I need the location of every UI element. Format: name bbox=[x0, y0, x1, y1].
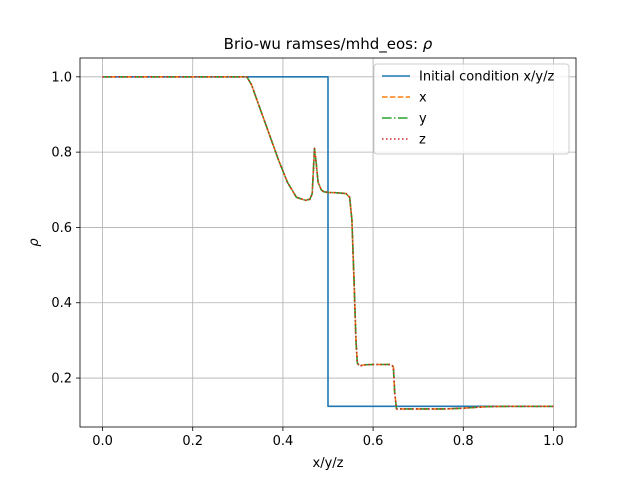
y-axis-label: ρ bbox=[27, 238, 42, 247]
x-tick-label: 0.0 bbox=[92, 434, 113, 449]
y-tick-label: 0.4 bbox=[51, 296, 72, 311]
axis-ticks: 0.0 0.2 0.4 0.6 0.8 1.0 0.2 0.4 0.6 0.8 1.0 bbox=[51, 70, 563, 449]
legend-box bbox=[373, 63, 570, 155]
plot-frame bbox=[79, 57, 577, 428]
x-axis-label: x/y/z bbox=[313, 456, 344, 471]
series-line-z bbox=[102, 76, 554, 410]
legend-label: z bbox=[419, 133, 426, 148]
x-tick-label: 0.8 bbox=[453, 434, 474, 449]
legend: Initial condition x/y/z xyz bbox=[373, 63, 570, 155]
chart-title-symbol: ρ bbox=[423, 35, 433, 53]
y-tick-label: 1.0 bbox=[51, 70, 72, 85]
legend-label: y bbox=[419, 112, 427, 127]
y-tick-label: 0.8 bbox=[51, 146, 72, 161]
x-tick-label: 0.4 bbox=[273, 434, 294, 449]
chart-title: Brio-wu ramses/mhd_eos: ρ bbox=[224, 35, 433, 54]
legend-label: x bbox=[419, 91, 427, 106]
chart-title-text: Brio-wu ramses/mhd_eos: bbox=[224, 35, 423, 54]
x-tick-label: 1.0 bbox=[543, 434, 564, 449]
legend-label: Initial condition x/y/z bbox=[419, 70, 554, 85]
series-lines bbox=[102, 76, 554, 410]
y-tick-label: 0.2 bbox=[51, 372, 72, 387]
x-tick-label: 0.2 bbox=[182, 434, 203, 449]
x-tick-label: 0.6 bbox=[363, 434, 384, 449]
y-tick-label: 0.6 bbox=[51, 221, 72, 236]
